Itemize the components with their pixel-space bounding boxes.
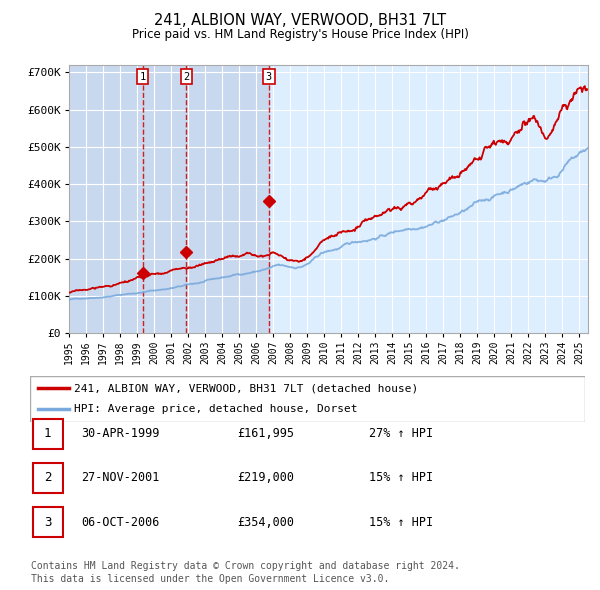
FancyBboxPatch shape (33, 463, 62, 493)
Text: 15% ↑ HPI: 15% ↑ HPI (369, 471, 433, 484)
Text: 1: 1 (44, 427, 52, 440)
Text: Price paid vs. HM Land Registry's House Price Index (HPI): Price paid vs. HM Land Registry's House … (131, 28, 469, 41)
Text: HPI: Average price, detached house, Dorset: HPI: Average price, detached house, Dors… (74, 404, 358, 414)
Text: 2: 2 (44, 471, 52, 484)
Text: 27-NOV-2001: 27-NOV-2001 (81, 471, 160, 484)
Text: This data is licensed under the Open Government Licence v3.0.: This data is licensed under the Open Gov… (31, 575, 389, 584)
Text: 06-OCT-2006: 06-OCT-2006 (81, 516, 160, 529)
Text: 3: 3 (266, 71, 272, 81)
Text: 15% ↑ HPI: 15% ↑ HPI (369, 516, 433, 529)
Text: 241, ALBION WAY, VERWOOD, BH31 7LT: 241, ALBION WAY, VERWOOD, BH31 7LT (154, 13, 446, 28)
Text: Contains HM Land Registry data © Crown copyright and database right 2024.: Contains HM Land Registry data © Crown c… (31, 562, 460, 571)
FancyBboxPatch shape (33, 419, 62, 448)
FancyBboxPatch shape (33, 507, 62, 537)
Text: 3: 3 (44, 516, 52, 529)
Text: £161,995: £161,995 (237, 427, 294, 440)
Text: 30-APR-1999: 30-APR-1999 (81, 427, 160, 440)
Text: 1: 1 (140, 71, 146, 81)
Bar (69, 65, 269, 333)
Text: £219,000: £219,000 (237, 471, 294, 484)
Text: 27% ↑ HPI: 27% ↑ HPI (369, 427, 433, 440)
Text: 241, ALBION WAY, VERWOOD, BH31 7LT (detached house): 241, ALBION WAY, VERWOOD, BH31 7LT (deta… (74, 384, 419, 394)
Text: £354,000: £354,000 (237, 516, 294, 529)
Text: 2: 2 (183, 71, 190, 81)
